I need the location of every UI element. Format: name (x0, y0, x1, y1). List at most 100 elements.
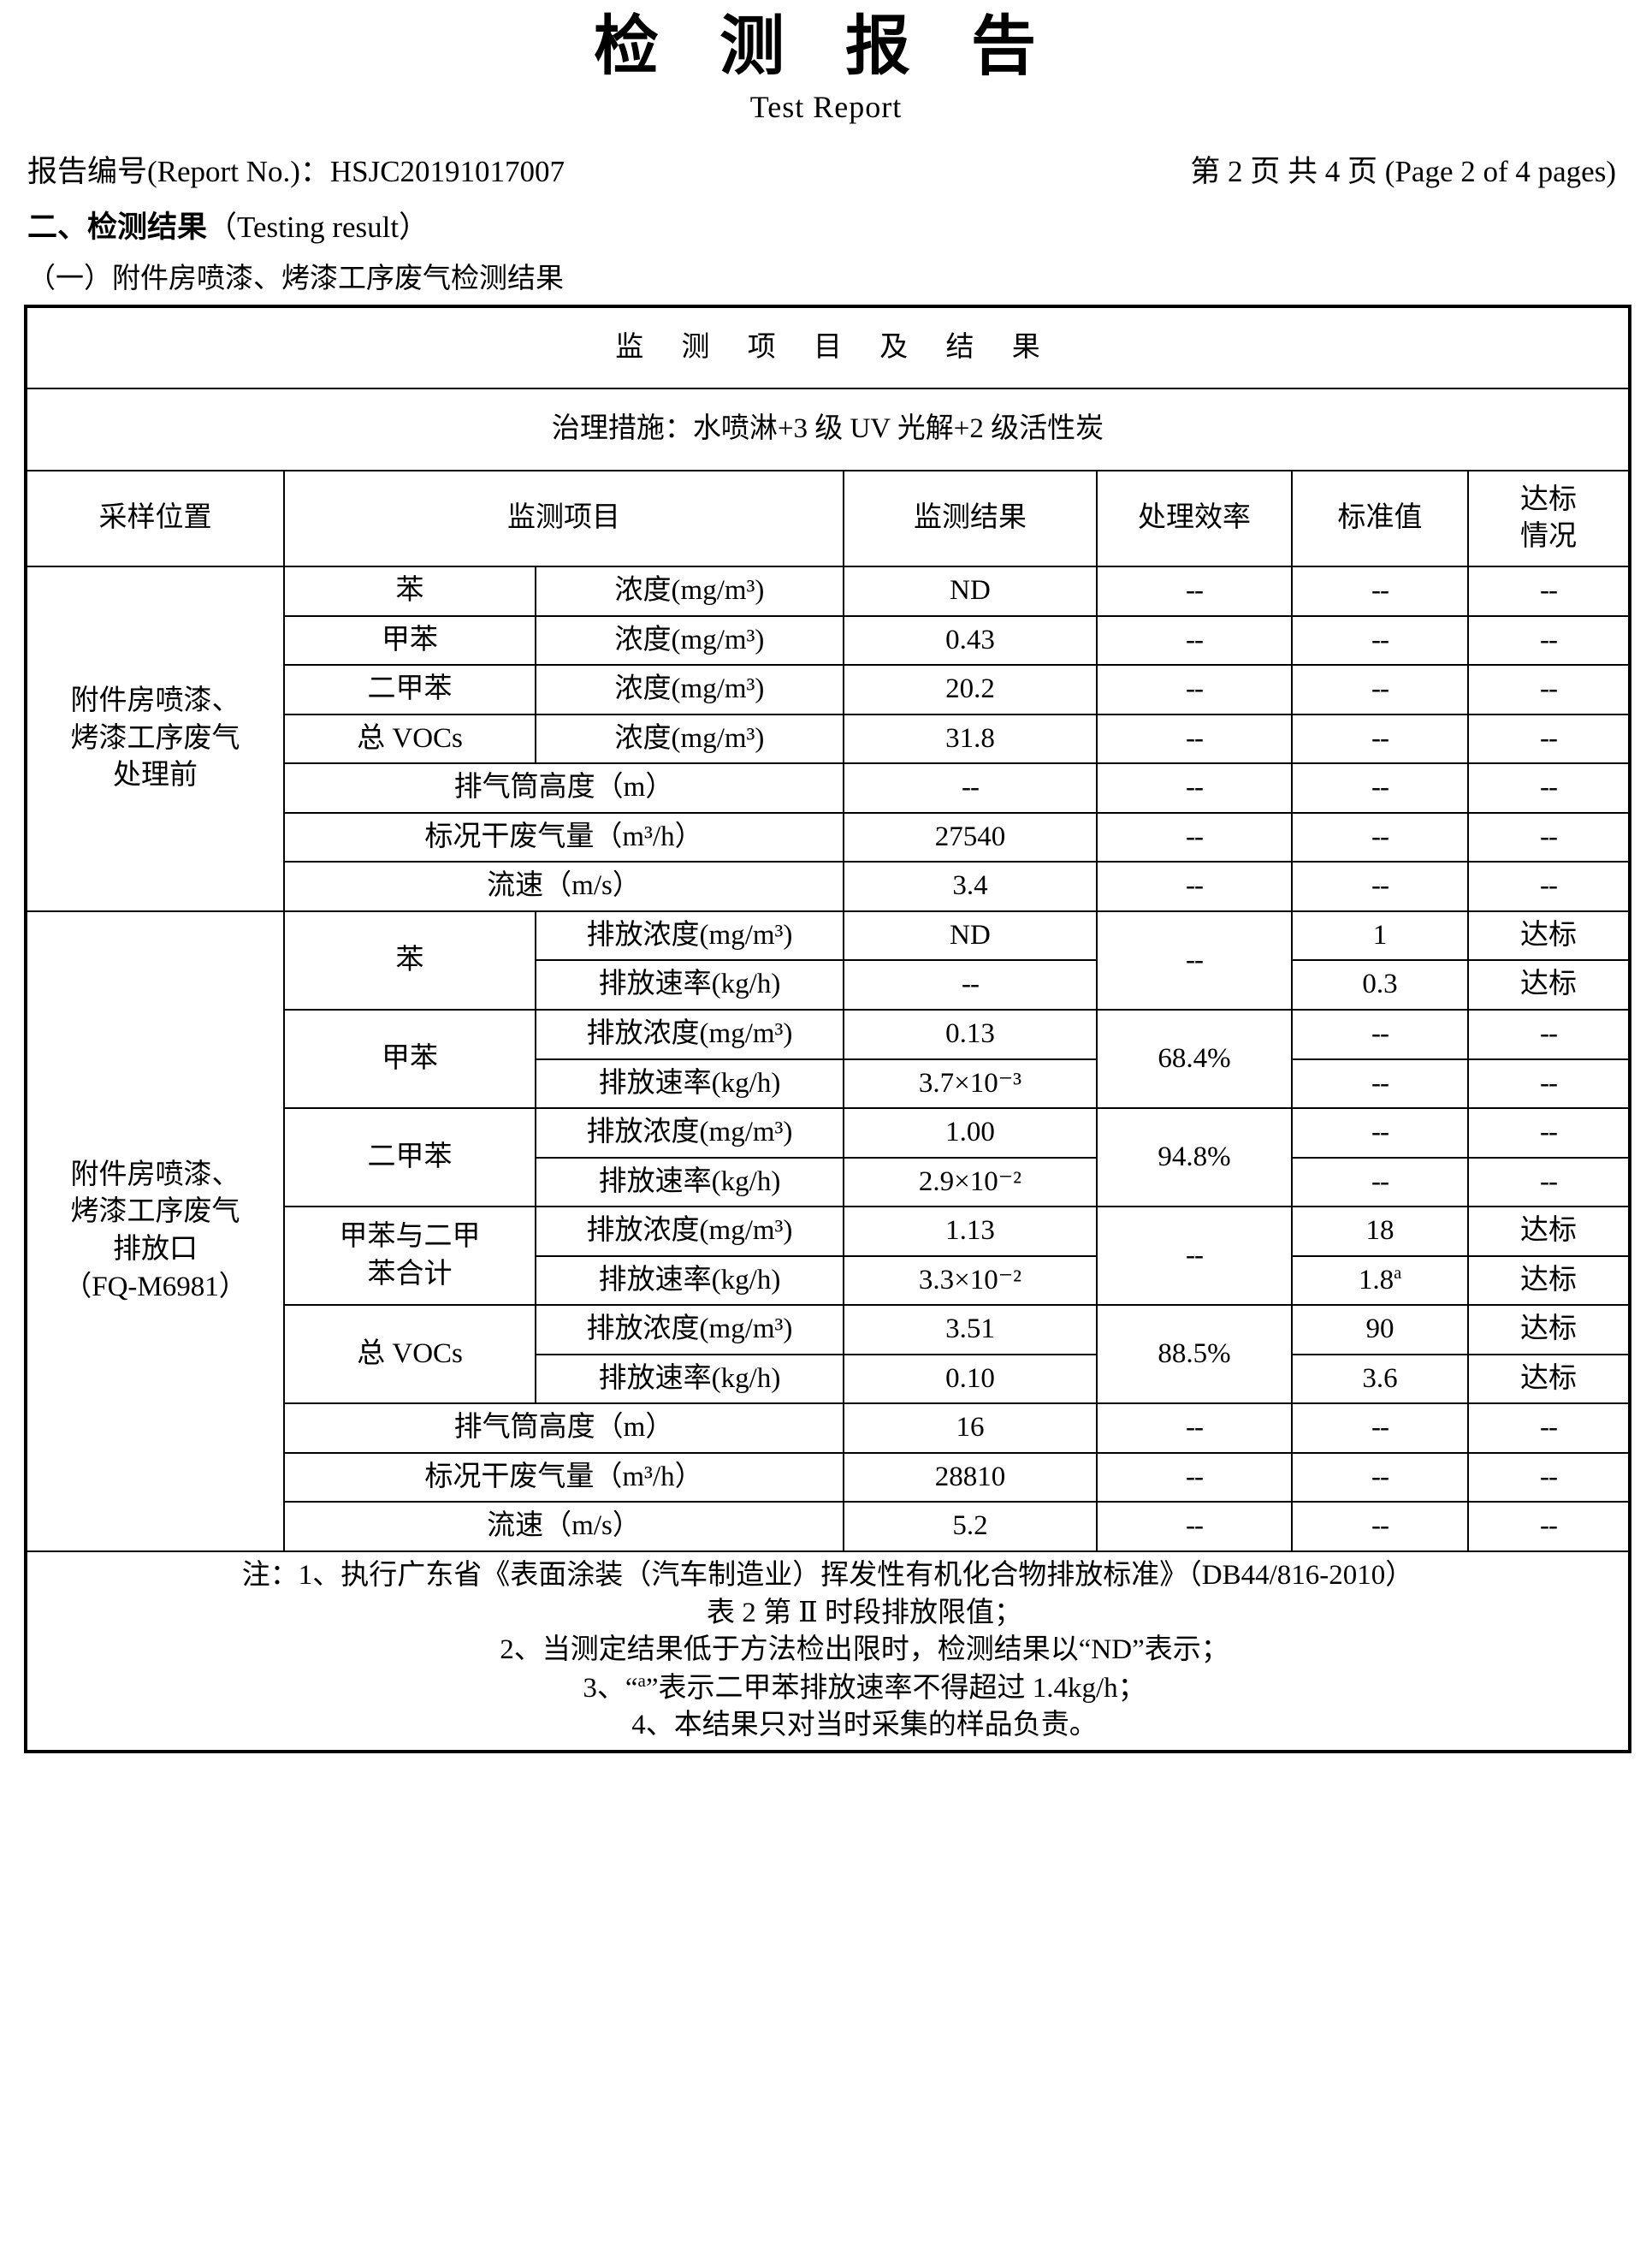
table-row: 排放速率(kg/h) 2.9×10⁻² -- -- (26, 1156, 1631, 1208)
note-line-2: 表 2 第 Ⅱ 时段排放限值； (707, 1597, 1022, 1628)
section-title-en: （Testing result） (207, 210, 429, 245)
note-4-post: ”表示二甲苯排放速率不得超过 1.4kg/h； (645, 1672, 1146, 1704)
table-row: 流速（m/s） 3.4 -- -- -- (26, 861, 1631, 912)
note-4-pre: 3、“ (583, 1672, 638, 1704)
item-compliance: -- (1466, 713, 1631, 765)
col-header-efficiency: 处理效率 (1096, 470, 1293, 568)
item-unit: 排放浓度(mg/m³) (535, 910, 844, 962)
item-name-line1: 甲苯与二甲 (339, 1221, 481, 1253)
table-row: 二甲苯 排放浓度(mg/m³) 1.00 94.8% -- -- (26, 1107, 1631, 1208)
flow-velocity-label: 流速（m/s） (283, 861, 844, 912)
item-unit: 排放速率(kg/h) (535, 1254, 844, 1307)
flow-velocity-compliance: -- (1466, 1501, 1631, 1553)
note-line-4: 3、“a”表示二甲苯排放速率不得超过 1.4kg/h； (31, 1669, 1625, 1708)
item-unit: 浓度(mg/m³) (535, 566, 844, 617)
position-line-1: 附件房喷漆、 (70, 1159, 240, 1190)
stack-height-efficiency: -- (1096, 762, 1293, 814)
flow-velocity-result: 5.2 (843, 1501, 1098, 1553)
item-efficiency: -- (1096, 664, 1293, 715)
stack-height-standard: -- (1291, 762, 1469, 814)
stack-height-label: 排气筒高度（m） (283, 1402, 844, 1454)
col-header-position: 采样位置 (25, 470, 285, 568)
table-row: 二甲苯 浓度(mg/m³) 20.2 -- -- -- (26, 664, 1631, 715)
table-row: 排放速率(kg/h) 3.3×10⁻² 1.8a 达标 (26, 1254, 1631, 1307)
item-result: -- (843, 959, 1098, 1011)
treatment-measure-row: 治理措施：水喷淋+3 级 UV 光解+2 级活性炭 (24, 388, 1631, 472)
notes-row: 注：1、执行广东省《表面涂装（汽车制造业）挥发性有机化合物排放标准》（DB44/… (24, 1550, 1631, 1752)
item-unit: 排放速率(kg/h) (535, 1156, 844, 1208)
item-unit: 排放速率(kg/h) (535, 1353, 844, 1405)
table-row: 总 VOCs 排放浓度(mg/m³) 3.51 88.5% 90 达标 (26, 1304, 1631, 1405)
col-header-standard: 标准值 (1291, 470, 1469, 568)
section-title-cn: 检测结果 (87, 210, 208, 245)
col-header-compliance-line1: 达标 (1520, 483, 1578, 515)
stack-height-standard: -- (1291, 1402, 1469, 1454)
item-standard: -- (1291, 1107, 1469, 1159)
item-result: 1.00 (843, 1107, 1098, 1159)
table-banner-row: 监 测 项 目 及 结 果 (24, 305, 1631, 390)
item-compliance: 达标 (1466, 910, 1631, 962)
item-unit: 排放浓度(mg/m³) (535, 1206, 844, 1257)
item-compliance: 达标 (1466, 1206, 1631, 1257)
item-name: 总 VOCs (283, 713, 536, 765)
item-result: 31.8 (843, 713, 1098, 765)
dry-gas-volume-efficiency: -- (1096, 811, 1293, 863)
item-standard: 3.6 (1291, 1353, 1469, 1405)
stack-height-result: 16 (843, 1402, 1098, 1454)
item-standard: 1.8a (1291, 1254, 1469, 1307)
dry-gas-volume-result: 28810 (843, 1451, 1098, 1503)
col-header-item: 监测项目 (283, 470, 844, 568)
position-line-2: 烤漆工序废气 (70, 722, 240, 754)
item-name: 甲苯与二甲 苯合计 (283, 1206, 536, 1307)
item-compliance: -- (1466, 614, 1631, 667)
item-compliance: -- (1466, 1156, 1631, 1208)
item-result: 3.3×10⁻² (843, 1254, 1098, 1307)
item-name: 二甲苯 (283, 664, 536, 715)
item-result: 0.13 (843, 1009, 1098, 1060)
item-standard: 18 (1291, 1206, 1469, 1257)
note-line-3: 2、当测定结果低于方法检出限时，检测结果以“ND”表示； (500, 1634, 1229, 1666)
item-standard: 1 (1291, 910, 1469, 962)
item-compliance: -- (1466, 566, 1631, 617)
item-name: 苯 (283, 566, 536, 617)
item-efficiency: 68.4% (1096, 1008, 1293, 1110)
item-standard: 0.3 (1291, 959, 1469, 1011)
item-efficiency: -- (1096, 566, 1293, 617)
item-unit: 排放浓度(mg/m³) (535, 1107, 844, 1159)
table-row: 标况干废气量（m³/h） 28810 -- -- -- (26, 1451, 1631, 1503)
report-number: 报告编号(Report No.)：HSJC20191017007 (27, 155, 565, 189)
item-result: 20.2 (843, 664, 1098, 715)
dry-gas-volume-label: 标况干废气量（m³/h） (283, 811, 844, 863)
footnote-marker-a: a (1394, 1263, 1402, 1283)
note-line-5: 4、本结果只对当时采集的样品负责。 (631, 1710, 1098, 1741)
table-row: 排气筒高度（m） -- -- -- -- (26, 762, 1631, 814)
item-compliance: -- (1466, 1107, 1631, 1159)
report-meta-row: 报告编号(Report No.)：HSJC20191017007 第 2 页 共… (24, 147, 1628, 191)
item-standard: -- (1291, 614, 1469, 667)
position-line-3: 排放口 (113, 1233, 198, 1265)
item-unit: 浓度(mg/m³) (535, 664, 844, 715)
table-row: 流速（m/s） 5.2 -- -- -- (26, 1501, 1631, 1553)
table-row: 附件房喷漆、 烤漆工序废气 排放口 （FQ-M6981） 苯 排放浓度(mg/m… (25, 910, 1631, 1553)
results-table: 监 测 项 目 及 结 果 治理措施：水喷淋+3 级 UV 光解+2 级活性炭 … (24, 305, 1632, 1753)
flow-velocity-standard: -- (1291, 1501, 1469, 1553)
position-line-4: （FQ-M6981） (63, 1271, 247, 1302)
item-name: 甲苯 (283, 614, 536, 667)
table-row: 标况干废气量（m³/h） 27540 -- -- -- (26, 811, 1631, 863)
item-compliance: 达标 (1466, 1254, 1631, 1307)
item-standard: -- (1291, 1009, 1469, 1060)
stack-height-compliance: -- (1466, 762, 1631, 814)
item-result: ND (843, 566, 1098, 617)
table-row: 排气筒高度（m） 16 -- -- -- (26, 1402, 1631, 1454)
sampling-position-before: 附件房喷漆、 烤漆工序废气 处理前 (25, 566, 285, 912)
item-standard: -- (1291, 713, 1469, 765)
section-number: 二、 (27, 210, 88, 245)
item-unit: 浓度(mg/m³) (535, 614, 844, 667)
stack-height-compliance: -- (1466, 1402, 1631, 1454)
item-name: 二甲苯 (283, 1107, 536, 1208)
item-standard: -- (1291, 1156, 1469, 1208)
dry-gas-volume-compliance: -- (1466, 1451, 1631, 1503)
dry-gas-volume-compliance: -- (1466, 811, 1631, 863)
flow-velocity-label: 流速（m/s） (283, 1501, 844, 1553)
